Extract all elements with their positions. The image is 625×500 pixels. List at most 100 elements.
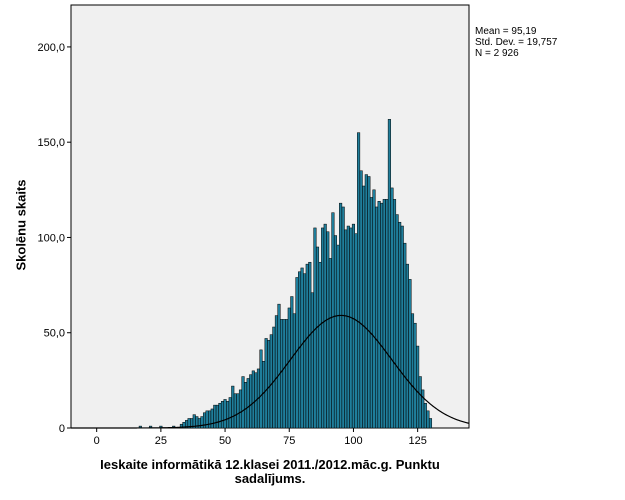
histogram-bar — [226, 401, 230, 429]
x-axis-title: Ieskaite informātikā 12.klasei 2011./201… — [100, 457, 440, 486]
histogram-bar — [220, 401, 225, 429]
normal-curve — [71, 314, 470, 429]
histogram-bar — [287, 307, 291, 429]
histogram-bar — [380, 202, 384, 429]
histogram-bar — [382, 199, 386, 429]
histogram-bar — [408, 279, 412, 429]
stat-std-dev: Std. Dev. = 19,757 — [475, 37, 558, 48]
histogram-bar — [336, 244, 340, 429]
histogram-bar — [398, 221, 402, 429]
histogram-bars — [138, 119, 433, 429]
histogram-bar — [238, 389, 243, 429]
histogram-bar — [259, 349, 263, 429]
histogram-bar — [428, 418, 433, 429]
histogram-bar — [249, 374, 253, 429]
y-tick-label: 150,0 — [37, 137, 65, 149]
histogram-bar — [390, 187, 394, 429]
histogram-bar — [326, 231, 330, 429]
histogram-bar — [246, 378, 250, 429]
histogram-bar — [274, 315, 278, 429]
histogram-bar — [303, 273, 307, 429]
histogram-bar — [393, 199, 397, 429]
histogram-bar — [328, 258, 332, 429]
x-axis-ticks: 0 25 50 75 100 125 — [94, 428, 427, 447]
x-tick-label: 0 — [94, 435, 100, 447]
y-tick-label: 200,0 — [37, 42, 65, 54]
histogram-bar — [290, 296, 294, 429]
histogram-bar — [264, 338, 268, 429]
histogram-bar — [323, 223, 327, 429]
histogram-bar — [267, 340, 271, 429]
histogram-bar — [387, 119, 391, 429]
histogram-bar — [308, 261, 312, 429]
y-axis-ticks: 0 50,0 100,0 150,0 200,0 — [37, 42, 71, 435]
histogram-bar — [333, 235, 338, 429]
histogram-bar — [405, 263, 409, 429]
histogram-bar — [423, 402, 427, 429]
histogram-bar — [369, 197, 373, 429]
histogram-bar — [231, 385, 235, 429]
histogram-bar — [236, 393, 240, 429]
histogram-bar — [413, 322, 417, 429]
histogram-bar — [285, 319, 289, 429]
histogram-bar — [351, 223, 355, 429]
histogram-bar — [315, 246, 320, 429]
histogram-bar — [310, 292, 314, 429]
statistics-legend: Mean = 95,19 Std. Dev. = 19,757 N = 2 92… — [475, 26, 557, 59]
histogram-bar — [233, 393, 237, 429]
y-tick-label: 0 — [59, 423, 65, 435]
histogram-bar — [377, 201, 381, 429]
histogram-bar — [251, 370, 255, 429]
histogram-bar — [354, 233, 358, 429]
histogram-bar — [372, 189, 376, 429]
histogram-bar — [218, 402, 222, 429]
histogram-bar — [292, 313, 296, 429]
histogram-bar — [282, 319, 286, 429]
histogram-bar — [205, 410, 209, 429]
histogram-bar — [200, 416, 204, 429]
histogram-bar — [385, 199, 389, 429]
histogram-bar — [300, 267, 304, 429]
histogram-bar — [346, 225, 350, 429]
histogram-bar — [344, 229, 348, 429]
stat-mean: Mean = 95,19 — [475, 26, 537, 37]
histogram-bar — [298, 271, 302, 429]
histogram-bar — [362, 185, 366, 429]
histogram-bar — [269, 334, 273, 429]
y-axis-title: Skolēnu skaits — [13, 179, 29, 271]
histogram-bar — [241, 376, 245, 429]
histogram-bar — [410, 313, 415, 429]
y-axis-title-box: Skolēnu skaits — [6, 95, 36, 355]
histogram-bar — [403, 242, 407, 429]
histogram-bar — [228, 397, 232, 429]
x-tick-label: 50 — [219, 435, 231, 447]
histogram-bar — [223, 399, 227, 429]
x-tick-label: 75 — [283, 435, 295, 447]
y-tick-label: 50,0 — [44, 328, 65, 340]
histogram-bar — [359, 170, 363, 429]
histogram-bar — [197, 418, 201, 429]
histogram-bar — [280, 319, 284, 429]
histogram-bar — [341, 206, 345, 429]
histogram-bar — [375, 206, 379, 429]
x-tick-label: 125 — [408, 435, 426, 447]
histogram-bar — [305, 263, 309, 429]
histogram-bar — [418, 376, 422, 429]
x-tick-label: 100 — [344, 435, 362, 447]
histogram-bar — [321, 227, 325, 429]
histogram-bar — [395, 214, 399, 429]
histogram-bar — [357, 132, 361, 429]
histogram-bar — [416, 345, 420, 429]
histogram-bar — [331, 212, 335, 429]
histogram-bar — [210, 408, 214, 429]
histogram-bar — [215, 404, 219, 429]
histogram-bar — [213, 404, 217, 429]
histogram-bar — [244, 382, 248, 429]
histogram-bar — [349, 227, 353, 429]
histogram-bar — [400, 225, 404, 429]
histogram-bar — [367, 176, 371, 429]
histogram-bar — [364, 174, 368, 429]
x-tick-label: 25 — [155, 435, 167, 447]
histogram-bar — [208, 410, 212, 429]
